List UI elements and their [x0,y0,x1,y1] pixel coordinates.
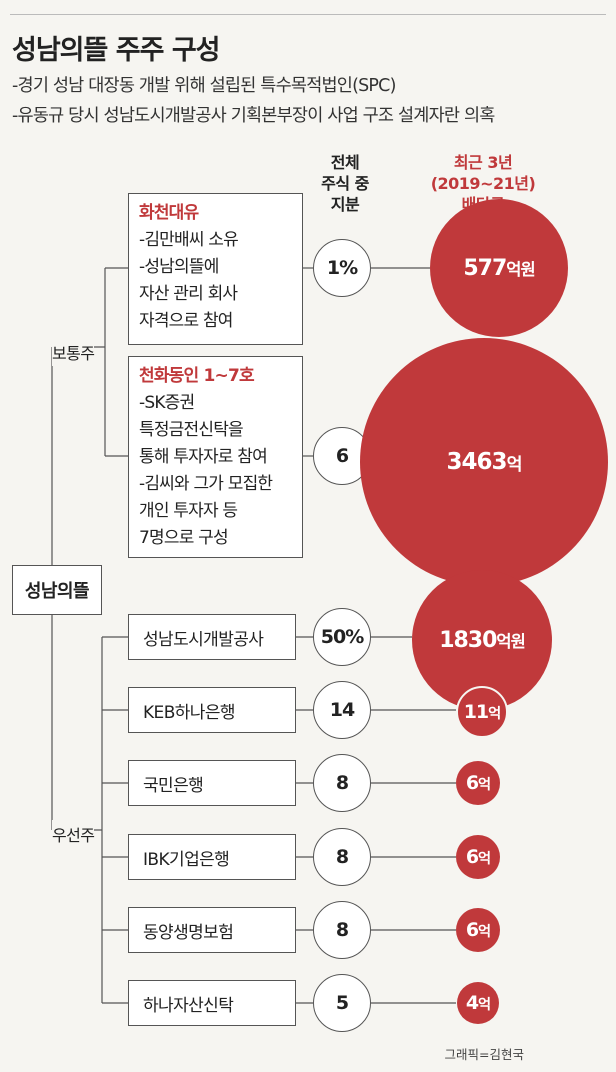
subtitle-line-2: -유동규 당시 성남도시개발공사 기획본부장이 사업 구조 설계자란 의혹 [12,106,495,126]
holder-detail: 특정금전신탁을 [139,420,244,440]
holder-detail: 7명으로 구성 [139,528,229,548]
holder-detail: -김씨와 그가 모집한 [139,474,273,494]
dividend-unit: 억원 [496,632,525,651]
holder-name: 천화동인 1~7호 [139,366,255,386]
share-circle: 50% [313,608,371,666]
holder-detail: -김만배씨 소유 [139,230,239,250]
dividend-unit: 억 [478,776,491,793]
dividend-unit: 억 [478,850,491,867]
holder-detail: 통해 투자자로 참여 [139,447,268,467]
dividend-unit: 억 [478,996,491,1013]
share-circle: 5 [313,974,371,1032]
holder-box-pref: 하나자산신탁 [128,980,296,1026]
holder-detail: 자격으로 참여 [139,311,233,331]
share-circle: 14 [313,681,371,739]
dividend-value: 6 [465,919,479,941]
share-circle: 8 [313,901,371,959]
holder-detail: -SK증권 [139,393,195,413]
holder-box-pref: 동양생명보험 [128,907,296,953]
share-circle: 1% [313,239,371,297]
dividend-unit: 억 [488,705,501,722]
holder-detail: -성남의뜰에 [139,257,219,277]
dividend-unit: 억원 [506,260,535,279]
share-header-line: 전체 [330,153,360,172]
dividend-circle-hwacheon: 577 억원 [430,199,568,337]
holder-detail: 자산 관리 회사 [139,284,238,304]
holder-box-pref: 국민은행 [128,760,296,806]
common-stock-label: 보통주 [52,338,95,366]
holder-box-pref: IBK기업은행 [128,834,296,880]
page-title: 성남의뜰 주주 구성 [12,35,221,66]
share-header-line: 주식 중 [321,174,369,193]
root-company-box: 성남의뜰 [12,565,102,615]
share-column-header: 전체 주식 중 지분 [300,152,390,215]
share-header-line: 지분 [330,195,360,214]
share-circle: 8 [313,828,371,886]
dividend-unit: 억 [478,923,491,940]
share-circle: 8 [313,754,371,812]
holder-box-pref: 성남도시개발공사 [128,614,296,660]
dividend-unit: 억 [506,454,523,475]
dividend-value: 1830 [439,627,497,653]
dividend-circle-keb: 11 억 [456,686,508,738]
dividend-value: 577 [463,255,507,281]
holder-box-pref: KEB하나은행 [128,687,296,733]
dividend-value: 11 [463,701,489,723]
dividend-value: 6 [465,772,479,794]
holder-box-cheonhwa: 천화동인 1~7호 -SK증권 특정금전신탁을 통해 투자자로 참여 -김씨와 … [128,356,303,558]
top-rule [10,14,606,15]
preferred-stock-label: 우선주 [52,820,95,848]
dividend-value: 6 [465,846,479,868]
dividend-header-line: (2019~21년) [430,174,536,193]
dividend-circle-cheonhwa: 3463 억 [360,338,608,586]
dividend-header-line: 최근 3년 [453,153,513,172]
holder-name: 화천대유 [139,203,199,223]
holder-detail: 개인 투자자 등 [139,501,238,521]
dividend-value: 3463 [446,449,508,475]
graphic-credit: 그래픽=김현국 [444,1047,524,1062]
holder-box-hwacheon: 화천대유 -김만배씨 소유 -성남의뜰에 자산 관리 회사 자격으로 참여 [128,193,303,345]
dividend-value: 4 [465,992,479,1014]
subtitle-line-1: -경기 성남 대장동 개발 위해 설립된 특수목적법인(SPC) [12,76,396,96]
